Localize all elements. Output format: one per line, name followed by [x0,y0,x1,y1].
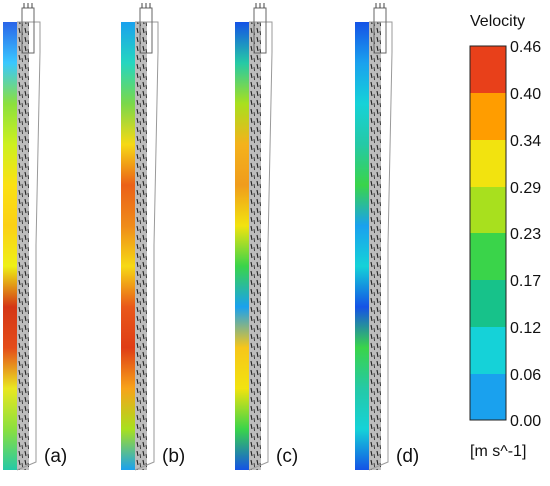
legend-tick-1: 0.40 [510,86,541,103]
panel-c-label: (c) [276,446,298,467]
panel-d: (d) [355,3,419,471]
legend-tick-8: 0.00 [510,413,541,430]
legend-tick-5: 0.17 [510,273,541,290]
panel-a-outline [16,21,41,471]
panel-b: (b) [121,3,185,471]
panel-a-vector-band [17,22,29,470]
legend-colorbar [469,45,507,421]
panel-a-contour [3,22,17,470]
panel-c-contour [235,22,249,470]
legend-tick-4: 0.23 [510,226,541,243]
legend-tick-0: 0.46 [510,39,541,56]
panel-d-label: (d) [396,446,419,467]
panel-d-vector-band [369,22,381,470]
panel-b-outline [134,21,159,471]
panel-c-outlet [253,3,267,54]
legend-tick-7: 0.06 [510,367,541,384]
legend-swatch-7 [470,374,506,420]
panel-c: (c) [235,3,298,471]
panel-d-contour [355,22,369,470]
panel-b-outlet [139,3,153,54]
legend-swatch-0 [470,46,506,93]
velocity-legend: Velocity 0.46 0.40 0.34 0.29 0.23 0.17 0… [469,13,541,460]
legend-swatch-1 [470,93,506,140]
panel-b-vector-band [135,22,147,470]
legend-ticks: 0.46 0.40 0.34 0.29 0.23 0.17 0.12 0.06 … [510,39,541,430]
legend-tick-6: 0.12 [510,320,541,337]
legend-unit: [m s^-1] [470,443,526,460]
panel-c-outline [248,21,273,471]
panel-c-vector-band [249,22,261,470]
panel-d-outline [368,21,393,471]
legend-colorbar-frame [469,45,507,421]
panel-a-label: (a) [44,446,67,467]
panel-b-contour [121,22,135,470]
panel-a-outlet [21,3,35,54]
legend-title: Velocity [470,13,525,30]
legend-swatch-5 [470,280,506,327]
legend-tick-2: 0.34 [510,133,541,150]
legend-swatch-2 [470,140,506,187]
legend-swatch-3 [470,187,506,233]
legend-swatch-4 [470,233,506,280]
legend-swatch-6 [470,327,506,374]
panel-b-label: (b) [162,446,185,467]
panel-d-outlet [373,3,387,54]
legend-tick-3: 0.29 [510,180,541,197]
panel-a: (a) [3,3,67,471]
